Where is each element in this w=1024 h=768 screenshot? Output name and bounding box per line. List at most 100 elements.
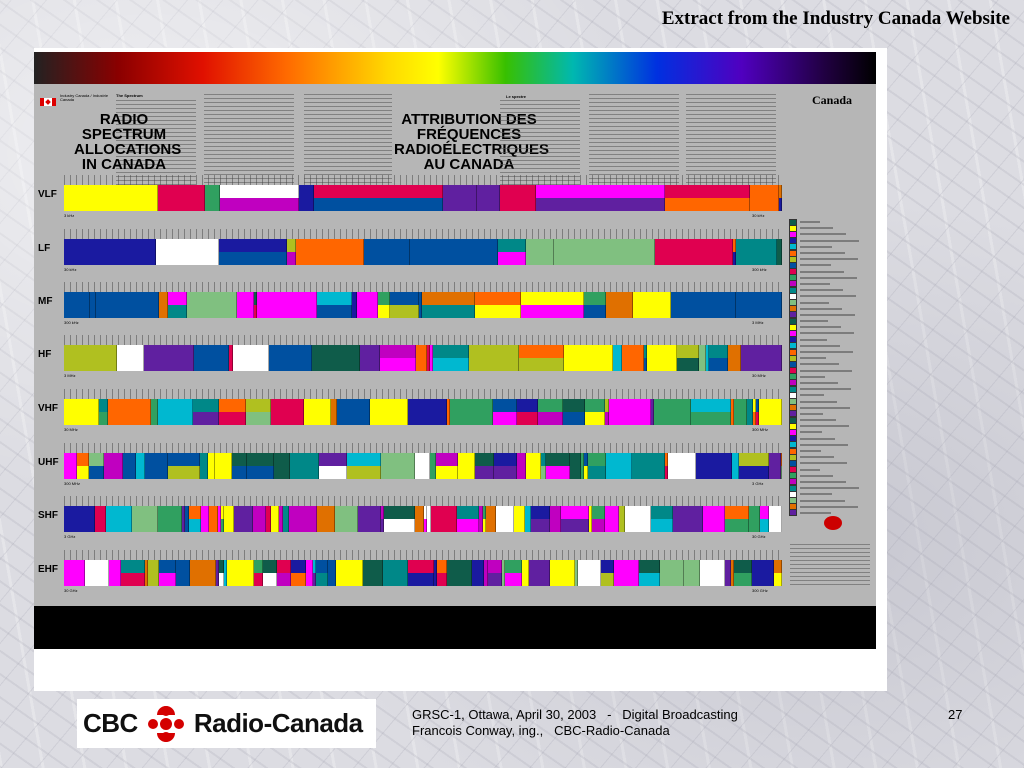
allocation-segment xyxy=(64,560,85,586)
allocation-segment xyxy=(450,399,493,425)
allocation-segment xyxy=(696,453,732,479)
allocation-segment xyxy=(132,506,158,532)
legend-text xyxy=(800,351,853,354)
allocation-segment xyxy=(651,506,673,532)
allocation-segment xyxy=(536,185,665,211)
band-annotation-ticks xyxy=(64,229,782,239)
allocation-segment xyxy=(144,345,194,371)
allocation-segment xyxy=(575,560,578,586)
dept-name: Industry Canada / Industrie Canada xyxy=(60,93,109,102)
allocation-segment xyxy=(229,345,233,371)
allocation-segment xyxy=(769,506,782,532)
allocation-segment xyxy=(224,560,227,586)
allocation-segment xyxy=(363,560,383,586)
allocation-segment xyxy=(299,185,314,211)
allocation-segment xyxy=(671,292,736,318)
allocation-segment xyxy=(522,560,529,586)
legend-text xyxy=(800,357,826,360)
legend-text xyxy=(800,437,835,440)
legend-text xyxy=(800,233,846,236)
allocation-segment xyxy=(443,185,477,211)
legend-text xyxy=(800,332,854,335)
legend-text xyxy=(800,419,836,422)
band-hf xyxy=(64,345,782,371)
allocation-segment xyxy=(234,506,253,532)
legend-text xyxy=(800,400,837,403)
allocation-segment xyxy=(201,506,209,532)
allocation-segment xyxy=(427,345,430,371)
allocation-segment xyxy=(736,239,777,265)
allocation-segment xyxy=(64,185,158,211)
allocation-segment xyxy=(306,560,313,586)
allocation-segment xyxy=(416,345,427,371)
band-lf xyxy=(64,239,782,265)
allocation-segment xyxy=(158,185,205,211)
allocation-segment xyxy=(625,506,651,532)
allocation-segment xyxy=(148,560,159,586)
allocation-segment xyxy=(313,560,316,586)
allocation-segment xyxy=(193,399,219,425)
band-start-freq: 3 kHz xyxy=(64,213,75,218)
allocation-segment xyxy=(360,345,380,371)
color-spectrum-bar xyxy=(34,52,876,84)
band-start-freq: 30 GHz xyxy=(64,588,78,593)
allocation-segment xyxy=(209,506,218,532)
allocation-segment xyxy=(271,399,304,425)
band-start-freq: 30 MHz xyxy=(64,427,78,432)
band-annotation-ticks xyxy=(64,550,782,560)
allocation-segment xyxy=(427,506,431,532)
legend-text xyxy=(800,326,841,329)
allocation-segment xyxy=(736,292,782,318)
allocation-segment xyxy=(90,292,96,318)
allocation-segment xyxy=(731,399,734,425)
allocation-segment xyxy=(529,560,550,586)
allocation-segment xyxy=(700,560,725,586)
band-end-freq: 30 GHz xyxy=(752,534,766,539)
allocation-segment xyxy=(550,560,575,586)
band-label-left: VLF xyxy=(38,189,57,200)
allocation-segment xyxy=(699,345,706,371)
allocation-segment xyxy=(266,506,271,532)
legend-text xyxy=(800,511,831,514)
allocation-segment xyxy=(117,345,144,371)
legend-text xyxy=(800,462,847,465)
allocation-segment xyxy=(525,506,531,532)
allocation-segment xyxy=(219,239,287,265)
allocation-segment xyxy=(287,239,296,265)
allocation-segment xyxy=(159,292,168,318)
legend-text xyxy=(800,307,842,310)
slide-footer: GRSC-1, Ottawa, April 30, 2003 - Digital… xyxy=(412,707,738,739)
allocation-segment xyxy=(158,399,193,425)
allocation-segment xyxy=(352,292,357,318)
allocation-segment xyxy=(370,399,408,425)
band-label-left: HF xyxy=(38,349,52,360)
allocation-segment xyxy=(274,453,290,479)
allocation-legend xyxy=(789,218,869,517)
footer-line-1: GRSC-1, Ottawa, April 30, 2003 - Digital… xyxy=(412,707,738,722)
allocation-segment xyxy=(613,345,622,371)
allocation-segment xyxy=(108,399,151,425)
section-title-fr: Le spectre xyxy=(506,94,527,99)
allocation-segment xyxy=(319,453,347,479)
band-vhf xyxy=(64,399,782,425)
allocation-segment xyxy=(486,506,496,532)
allocation-segment xyxy=(331,399,337,425)
allocation-segment xyxy=(314,185,443,211)
allocation-segment xyxy=(424,506,427,532)
legend-swatch xyxy=(789,509,797,517)
allocation-segment xyxy=(419,292,422,318)
legend-text xyxy=(800,443,848,446)
allocation-segment xyxy=(500,185,536,211)
allocation-segment xyxy=(430,453,436,479)
allocation-segment xyxy=(187,292,237,318)
allocation-segment xyxy=(176,560,190,586)
allocation-segment xyxy=(677,345,699,371)
legend-text xyxy=(800,276,857,279)
band-end-freq: 300 GHz xyxy=(752,588,768,593)
allocation-segment xyxy=(64,453,77,479)
allocation-segment xyxy=(64,239,156,265)
legend-text xyxy=(800,375,825,378)
allocation-segment xyxy=(749,506,760,532)
poster-title-en: RADIO SPECTRUM ALLOCATIONS IN CANADA xyxy=(74,111,182,173)
allocation-segment xyxy=(64,506,95,532)
